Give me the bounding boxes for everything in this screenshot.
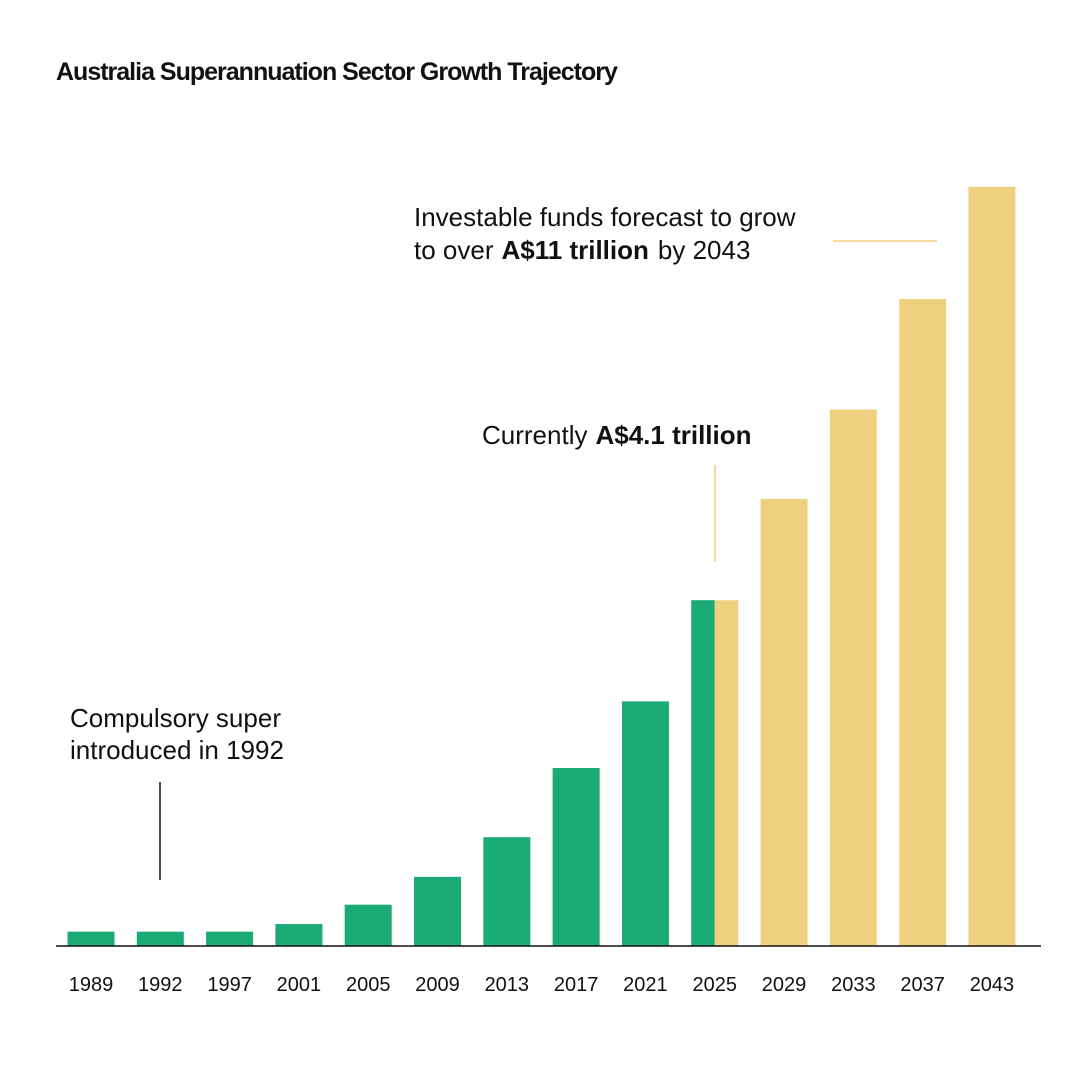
- bar: [136, 931, 184, 946]
- x-tick-label: 2009: [415, 974, 460, 996]
- x-tick-label: 2043: [970, 974, 1015, 996]
- bar: [344, 904, 392, 946]
- annotation: Compulsory super: [70, 703, 281, 733]
- x-tick-label: 1992: [138, 974, 183, 996]
- annotation-text: by 2043: [658, 235, 751, 265]
- annotation-text: Currently: [482, 420, 587, 450]
- annotation: Investable funds forecast to grow: [414, 202, 796, 232]
- x-tick-label: 2025: [692, 974, 737, 996]
- chart-title: Australia Superannuation Sector Growth T…: [56, 58, 618, 86]
- bar: [483, 837, 531, 946]
- bar: [552, 768, 600, 946]
- x-tick-label: 1989: [69, 974, 114, 996]
- x-tick-label: 2013: [485, 974, 530, 996]
- bar: [829, 409, 877, 946]
- x-tick-label: 2001: [277, 974, 322, 996]
- x-tick-label: 1997: [207, 974, 252, 996]
- bar: [67, 931, 115, 946]
- annotation: to over A$11 trillion by 2043: [414, 235, 750, 265]
- x-tick-label: 2037: [900, 974, 945, 996]
- bar: [968, 186, 1016, 946]
- bar: [275, 924, 323, 946]
- x-tick-label: 2005: [346, 974, 391, 996]
- bar: [760, 498, 808, 946]
- annotation-emphasis: A$11 trillion: [502, 235, 649, 265]
- bar: [206, 931, 254, 946]
- annotation: Currently A$4.1 trillion: [482, 420, 752, 450]
- x-tick-label: 2029: [762, 974, 807, 996]
- annotation-emphasis: A$4.1 trillion: [595, 420, 751, 450]
- bar: [414, 876, 462, 946]
- x-tick-label: 2017: [554, 974, 599, 996]
- bar: [691, 600, 715, 946]
- bar: [899, 299, 947, 946]
- annotation: introduced in 1992: [70, 735, 284, 765]
- bar: [714, 600, 739, 946]
- x-tick-label: 2021: [623, 974, 668, 996]
- x-tick-label: 2033: [831, 974, 876, 996]
- annotation-text: to over: [414, 235, 494, 265]
- bar: [621, 701, 669, 946]
